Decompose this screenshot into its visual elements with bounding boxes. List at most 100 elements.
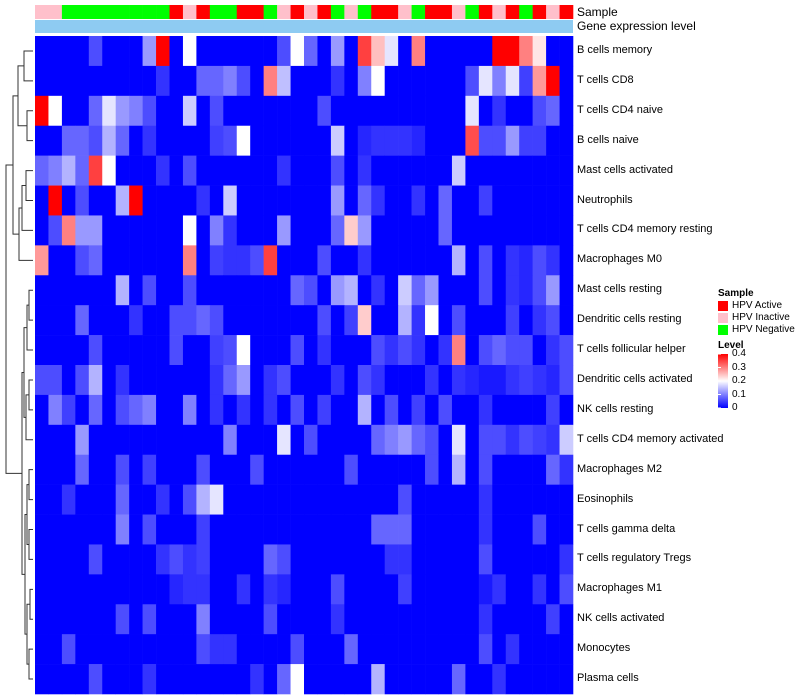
heatmap-cell: [384, 275, 399, 306]
heatmap-cell: [304, 454, 318, 485]
heatmap-cell: [411, 95, 426, 127]
sample-annotation-cell: [236, 5, 251, 19]
heatmap-cell: [357, 574, 372, 605]
heatmap-cell: [182, 185, 197, 216]
heatmap-cell: [182, 305, 197, 336]
heatmap-cell: [371, 185, 385, 216]
heatmap-cell: [425, 394, 439, 426]
heatmap-cell: [532, 185, 547, 216]
heatmap-cell: [371, 305, 385, 336]
dendrogram-branch: [23, 50, 33, 82]
heatmap-cell: [263, 604, 278, 635]
heatmap-cell: [223, 454, 238, 485]
heatmap-cell: [236, 36, 251, 67]
heatmap-cell: [505, 275, 520, 306]
heatmap-cell: [88, 215, 103, 246]
heatmap-cell: [465, 544, 480, 575]
heatmap-cell: [344, 185, 359, 216]
heatmap-cell: [492, 65, 507, 97]
dendrogram-branch: [28, 289, 33, 321]
heatmap-cell: [129, 125, 143, 156]
heatmap-cell: [102, 185, 116, 216]
legend-tick-label: 0.1: [732, 388, 746, 400]
heatmap-cell: [88, 305, 103, 336]
heatmap-cell: [115, 484, 130, 515]
heatmap-cell: [35, 65, 49, 97]
legend-swatch: [718, 300, 728, 311]
heatmap-cell: [75, 305, 90, 336]
heatmap-cell: [169, 65, 184, 97]
heatmap-cell: [182, 574, 197, 605]
heatmap-cell: [546, 245, 560, 276]
sample-annotation-cell: [559, 5, 574, 19]
heatmap-cell: [559, 245, 574, 276]
heatmap-cell: [129, 424, 143, 456]
heatmap-cell: [169, 275, 184, 306]
heatmap-cell: [35, 634, 49, 665]
heatmap-cell: [465, 484, 480, 515]
heatmap-cell: [61, 215, 76, 246]
heatmap-cell: [559, 424, 574, 456]
heatmap-cell: [465, 155, 480, 186]
heatmap-cell: [129, 484, 143, 515]
heatmap-cell: [317, 275, 332, 306]
heatmap-cell: [115, 544, 130, 575]
heatmap-cell: [317, 394, 332, 426]
heatmap-cell: [519, 514, 533, 545]
heatmap-cell: [196, 454, 211, 485]
heatmap-cell: [142, 155, 157, 186]
sample-annotation-cell: [169, 5, 184, 19]
heatmap-cell: [263, 245, 278, 276]
heatmap-cell: [492, 514, 507, 545]
heatmap-cell: [169, 514, 184, 545]
heatmap-cell: [156, 634, 170, 665]
heatmap-cell: [290, 484, 305, 515]
heatmap-cell: [532, 125, 547, 156]
heatmap-cell: [156, 215, 170, 246]
heatmap-cell: [182, 424, 197, 456]
heatmap-cell: [384, 424, 399, 456]
heatmap-cell: [102, 394, 116, 426]
heatmap-cell: [48, 95, 63, 127]
heatmap-cell: [209, 604, 224, 635]
heatmap-cell: [182, 65, 197, 97]
legend-sample-item: HPV Active: [718, 300, 782, 311]
heatmap-cell: [290, 544, 305, 575]
heatmap-cell: [182, 155, 197, 186]
heatmap-cell: [304, 36, 318, 67]
heatmap-cell: [182, 664, 197, 695]
heatmap-cell: [115, 305, 130, 336]
heatmap-cell: [236, 125, 251, 156]
heatmap-cell: [384, 305, 399, 336]
heatmap-cell: [330, 634, 345, 665]
heatmap-cell: [371, 634, 385, 665]
heatmap-cell: [411, 634, 426, 665]
heatmap-cell: [559, 574, 574, 605]
heatmap-cell: [546, 544, 560, 575]
heatmap-cell: [156, 245, 170, 276]
heatmap-cell: [505, 574, 520, 605]
heatmap-cell: [451, 245, 466, 276]
heatmap-cell: [169, 125, 184, 156]
heatmap-cell: [344, 544, 359, 575]
heatmap-cell: [465, 185, 480, 216]
heatmap-cell: [223, 544, 238, 575]
heatmap-cell: [478, 454, 493, 485]
heatmap-cell: [250, 604, 264, 635]
heatmap-cell: [304, 65, 318, 97]
heatmap-cell: [505, 454, 520, 485]
heatmap-cell: [48, 544, 63, 575]
heatmap-cell: [330, 125, 345, 156]
heatmap-cell: [75, 424, 90, 456]
heatmap-cell: [304, 275, 318, 306]
legend-level-gradient: [718, 354, 728, 408]
heatmap-cell: [277, 245, 291, 276]
heatmap-cell: [344, 335, 359, 366]
row-label: Plasma cells: [577, 672, 639, 685]
heatmap-cell: [398, 95, 412, 127]
heatmap-cell: [546, 454, 560, 485]
sample-annotation-cell: [344, 5, 359, 19]
heatmap-cell: [290, 65, 305, 97]
heatmap-cell: [398, 365, 412, 396]
heatmap-cell: [519, 394, 533, 426]
